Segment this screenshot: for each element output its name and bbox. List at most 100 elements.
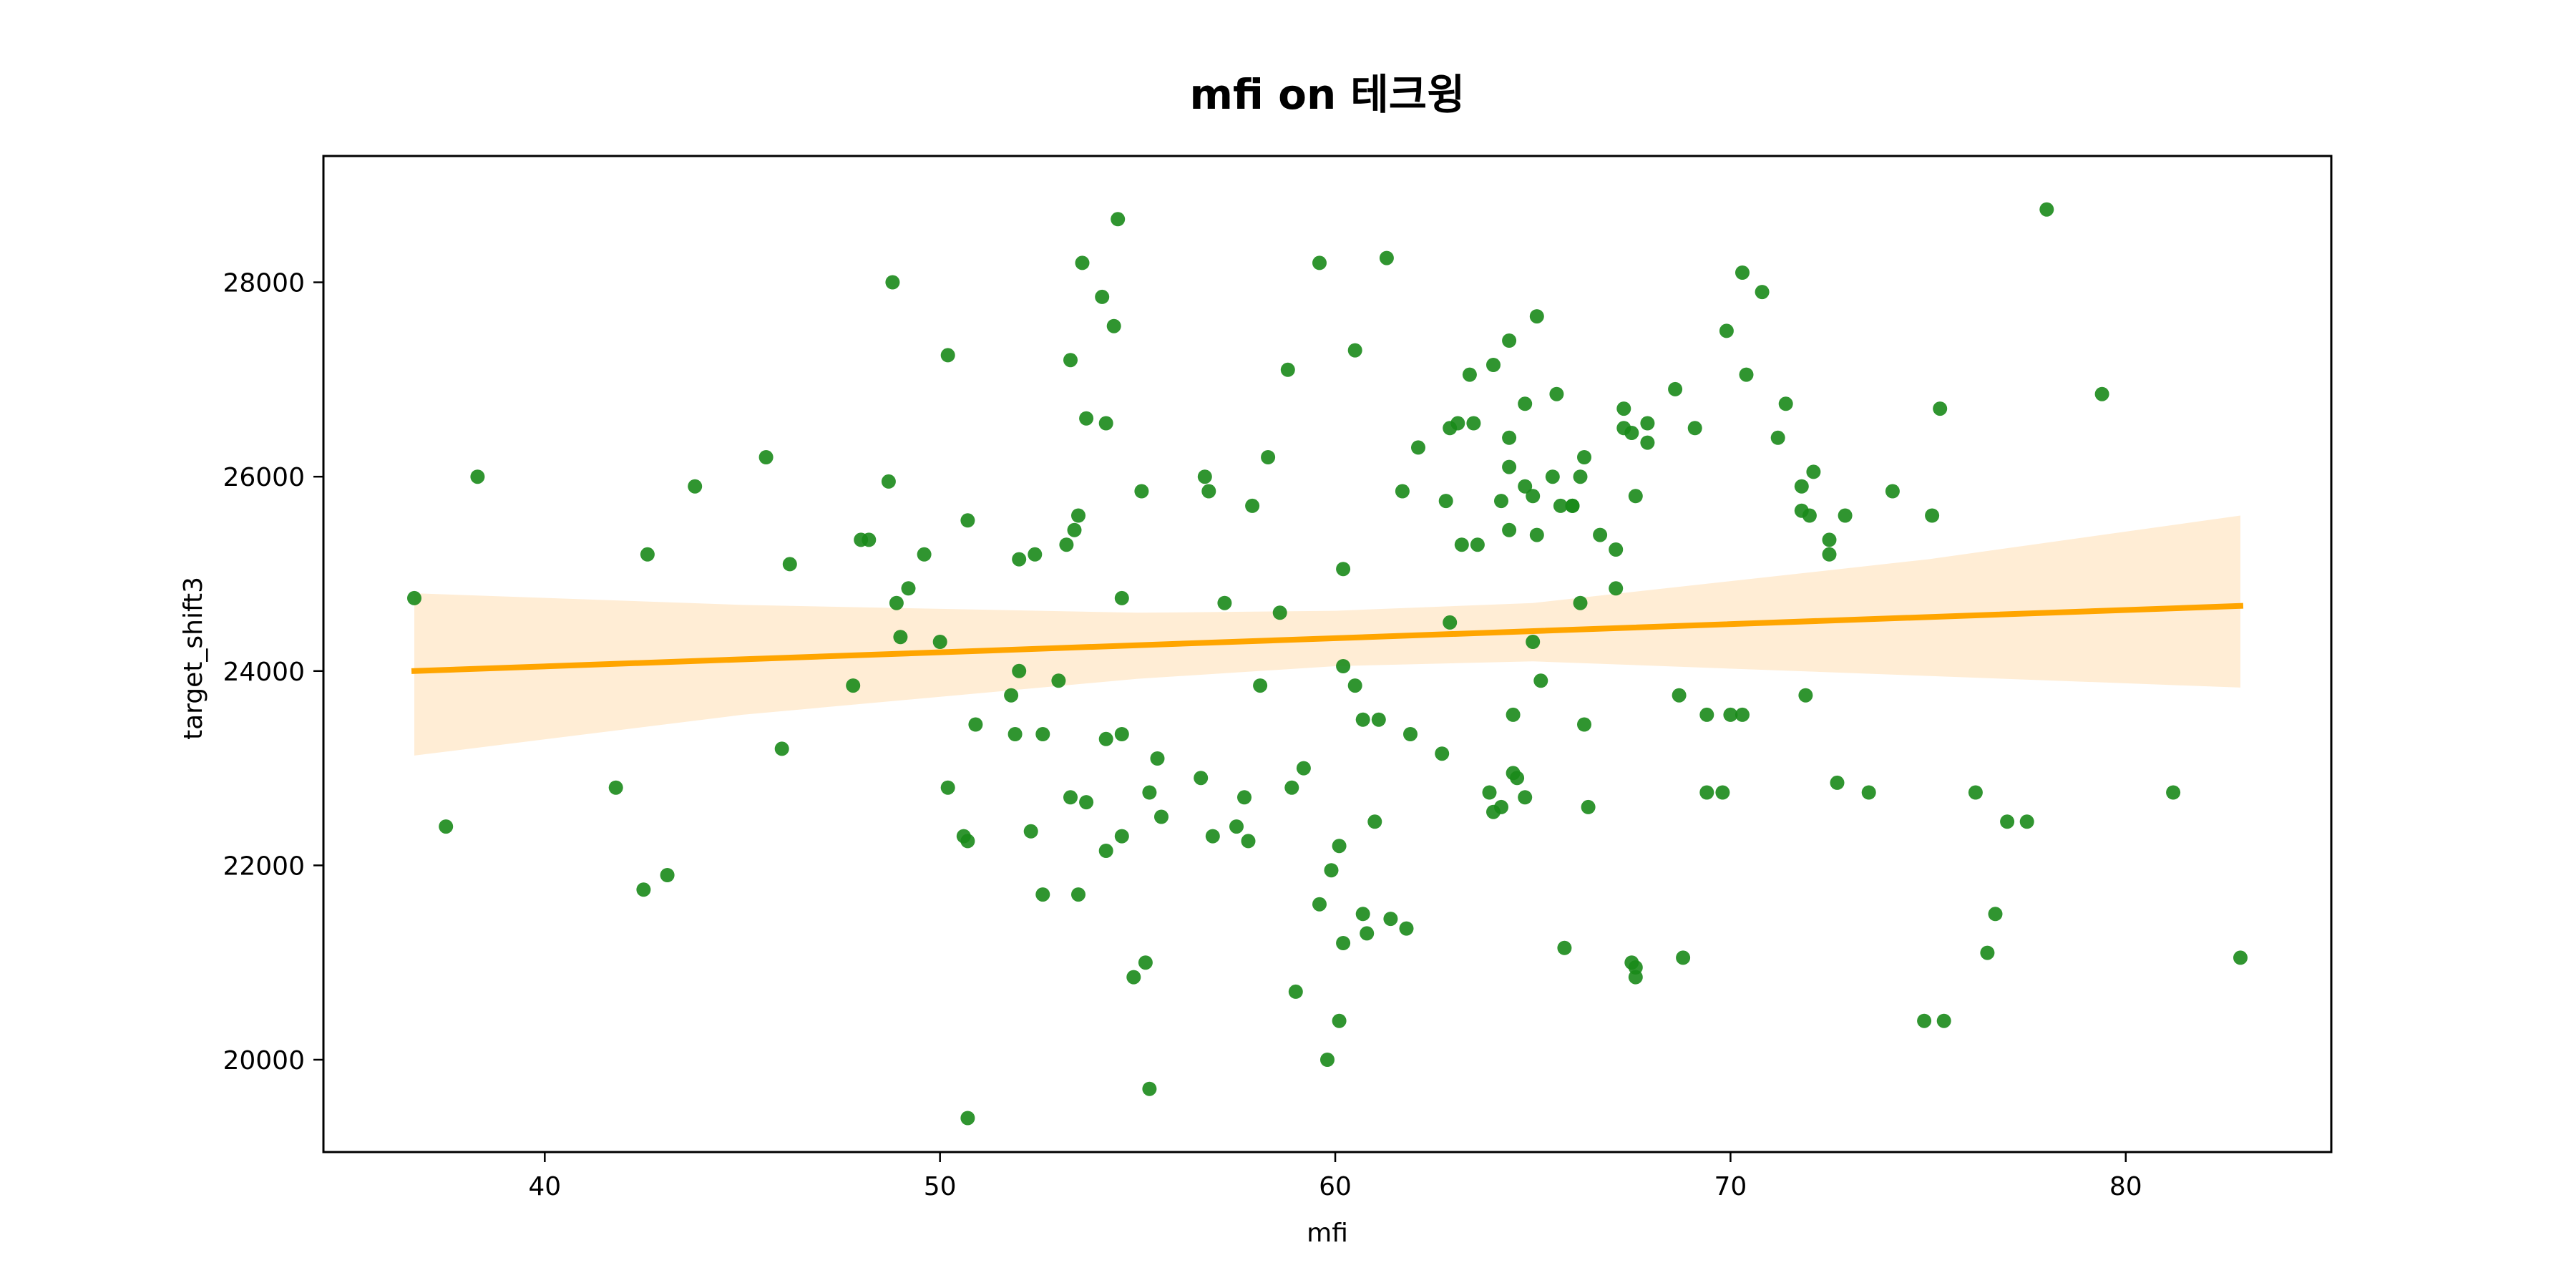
data-point <box>1237 790 1252 805</box>
data-point <box>1968 785 1983 800</box>
data-point <box>1347 678 1362 693</box>
data-point <box>1098 844 1113 858</box>
data-point <box>1059 537 1074 552</box>
data-point <box>1822 547 1837 562</box>
data-point <box>1640 435 1655 450</box>
data-point <box>1126 970 1141 985</box>
data-point <box>1071 887 1085 902</box>
x-tick-label: 80 <box>2109 1172 2142 1201</box>
data-point <box>1114 829 1129 844</box>
data-point <box>1526 635 1541 649</box>
data-point <box>2019 814 2034 829</box>
data-point <box>1336 936 1351 950</box>
data-point <box>1581 799 1596 814</box>
data-point <box>1735 707 1750 722</box>
x-tick-label: 40 <box>528 1172 561 1201</box>
data-point <box>1723 707 1738 722</box>
y-tick-label: 20000 <box>223 1046 305 1075</box>
x-tick-label: 60 <box>1319 1172 1352 1201</box>
data-point <box>1494 494 1508 509</box>
data-point <box>1518 479 1533 494</box>
data-point <box>1071 508 1085 523</box>
data-point <box>1114 727 1129 741</box>
data-point <box>1023 824 1038 839</box>
data-point <box>846 678 861 693</box>
data-point <box>1885 484 1900 499</box>
y-tick-label: 28000 <box>223 269 305 298</box>
data-point <box>1154 809 1169 824</box>
data-point <box>1253 678 1268 693</box>
data-point <box>688 479 703 494</box>
data-point <box>1288 984 1303 999</box>
data-point <box>407 590 421 605</box>
data-point <box>2094 386 2109 401</box>
data-point <box>1241 834 1256 849</box>
data-point <box>1075 255 1090 270</box>
data-point <box>1794 479 1809 494</box>
data-point <box>1035 887 1050 902</box>
data-point <box>893 630 908 645</box>
data-point <box>1672 688 1687 703</box>
data-point <box>1609 581 1624 596</box>
data-point <box>1138 955 1153 970</box>
data-point <box>1284 780 1299 795</box>
data-point <box>1518 396 1533 411</box>
data-point <box>1557 940 1572 955</box>
data-point <box>1735 265 1750 280</box>
data-point <box>782 557 797 572</box>
data-point <box>1280 362 1295 377</box>
data-point <box>1533 673 1548 688</box>
data-point <box>1035 727 1050 741</box>
data-point <box>1486 358 1501 372</box>
data-point <box>1411 440 1425 455</box>
data-point <box>640 547 655 562</box>
y-axis-label: target_shift3 <box>179 577 208 740</box>
data-point <box>774 741 789 756</box>
data-point <box>1296 761 1311 776</box>
data-point <box>1008 727 1023 741</box>
data-point <box>1098 731 1113 746</box>
data-point <box>1383 912 1398 927</box>
plot-frame <box>322 155 2333 1153</box>
data-point <box>1438 494 1453 509</box>
data-point <box>1332 1013 1347 1028</box>
data-point <box>1494 799 1508 814</box>
data-point <box>1261 450 1276 464</box>
data-point <box>1502 459 1517 474</box>
data-point <box>1051 673 1066 688</box>
data-point <box>1063 353 1078 368</box>
data-point <box>1454 537 1469 552</box>
data-point <box>1142 785 1157 800</box>
plot-area <box>322 155 2333 1153</box>
data-point <box>2000 814 2015 829</box>
data-point <box>1142 1081 1157 1096</box>
data-point <box>889 595 904 610</box>
data-point <box>1577 450 1591 464</box>
data-point <box>940 348 955 363</box>
data-point <box>1917 1013 1932 1028</box>
data-point <box>1802 508 1817 523</box>
data-point <box>1462 367 1477 382</box>
data-point <box>862 532 877 547</box>
data-point <box>1755 285 1770 300</box>
data-point <box>1510 771 1525 786</box>
data-points <box>407 202 2248 1126</box>
data-point <box>960 1111 975 1126</box>
data-point <box>1770 430 1785 445</box>
data-point <box>2233 950 2248 965</box>
data-point <box>1822 532 1837 547</box>
data-point <box>1577 717 1591 732</box>
data-point <box>1079 795 1094 810</box>
data-point <box>2039 202 2054 217</box>
x-axis: 40 50 60 70 80 <box>528 1152 2142 1201</box>
data-point <box>1106 318 1121 333</box>
data-point <box>940 780 955 795</box>
data-point <box>1699 707 1714 722</box>
data-point <box>1565 498 1580 513</box>
data-point <box>1205 829 1220 844</box>
data-point <box>1399 921 1414 936</box>
data-point <box>1529 309 1544 324</box>
data-point <box>1925 508 1940 523</box>
data-point <box>1980 945 1995 960</box>
x-tick-label: 70 <box>1714 1172 1747 1201</box>
